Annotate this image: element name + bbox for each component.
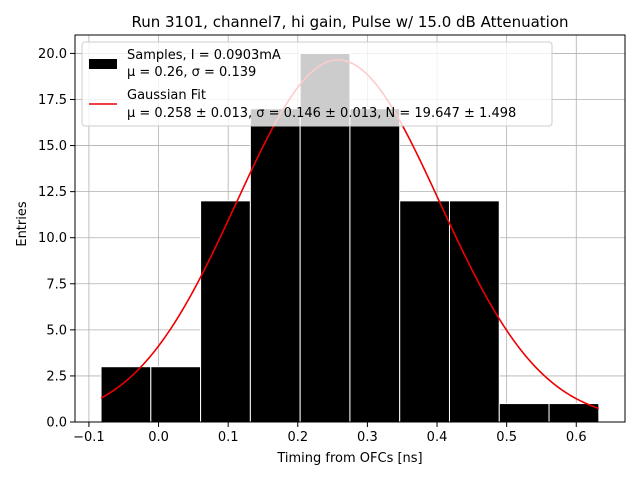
x-tick-label: 0.2 [287, 430, 308, 445]
x-tick-label: 0.0 [148, 430, 169, 445]
y-tick-label: 10.0 [38, 231, 67, 246]
y-axis-label: Entries [15, 201, 30, 247]
y-tick-label: 20.0 [38, 47, 67, 62]
x-tick-label: 0.3 [357, 430, 378, 445]
legend: Samples, I = 0.0903mA μ = 0.26, σ = 0.13… [81, 41, 553, 127]
x-tick-label: 0.6 [566, 430, 587, 445]
y-tick-label: 12.5 [38, 185, 67, 200]
legend-fit-params: μ = 0.258 ± 0.013, σ = 0.146 ± 0.013, N … [127, 106, 516, 121]
x-tick-label: −0.1 [73, 430, 105, 445]
y-tick-label: 2.5 [46, 369, 67, 384]
histogram-bar [349, 108, 401, 423]
chart-title: Run 3101, channel7, hi gain, Pulse w/ 15… [131, 13, 568, 31]
x-axis-ticks: −0.1 0.0 0.1 0.2 0.3 0.4 0.5 0.6 [73, 422, 587, 445]
y-tick-label: 7.5 [46, 277, 67, 292]
y-tick-label: 15.0 [38, 139, 67, 154]
y-tick-label: 5.0 [46, 323, 67, 338]
y-tick-label: 17.5 [38, 93, 67, 108]
legend-samples-label: Samples, I = 0.0903mA [127, 48, 281, 63]
y-tick-label: 0.0 [46, 416, 67, 431]
x-tick-label: 0.4 [427, 430, 448, 445]
legend-fit-label: Gaussian Fit [127, 88, 206, 103]
y-axis-ticks: 0.0 2.5 5.0 7.5 10.0 12.5 15.0 17.5 20.0 [38, 47, 75, 431]
histogram-bar [200, 200, 251, 423]
x-tick-label: 0.1 [218, 430, 239, 445]
histogram-bar [100, 366, 152, 423]
legend-box [81, 41, 553, 127]
legend-samples-stats: μ = 0.26, σ = 0.139 [127, 65, 256, 80]
histogram-bar [448, 200, 500, 423]
histogram-bar [399, 200, 450, 423]
histogram-bar [498, 403, 550, 423]
legend-samples-swatch [89, 59, 117, 69]
histogram-bar [150, 366, 202, 423]
x-tick-label: 0.5 [496, 430, 517, 445]
plot-frame [74, 34, 626, 423]
x-axis-label: Timing from OFCs [ns] [276, 451, 422, 466]
